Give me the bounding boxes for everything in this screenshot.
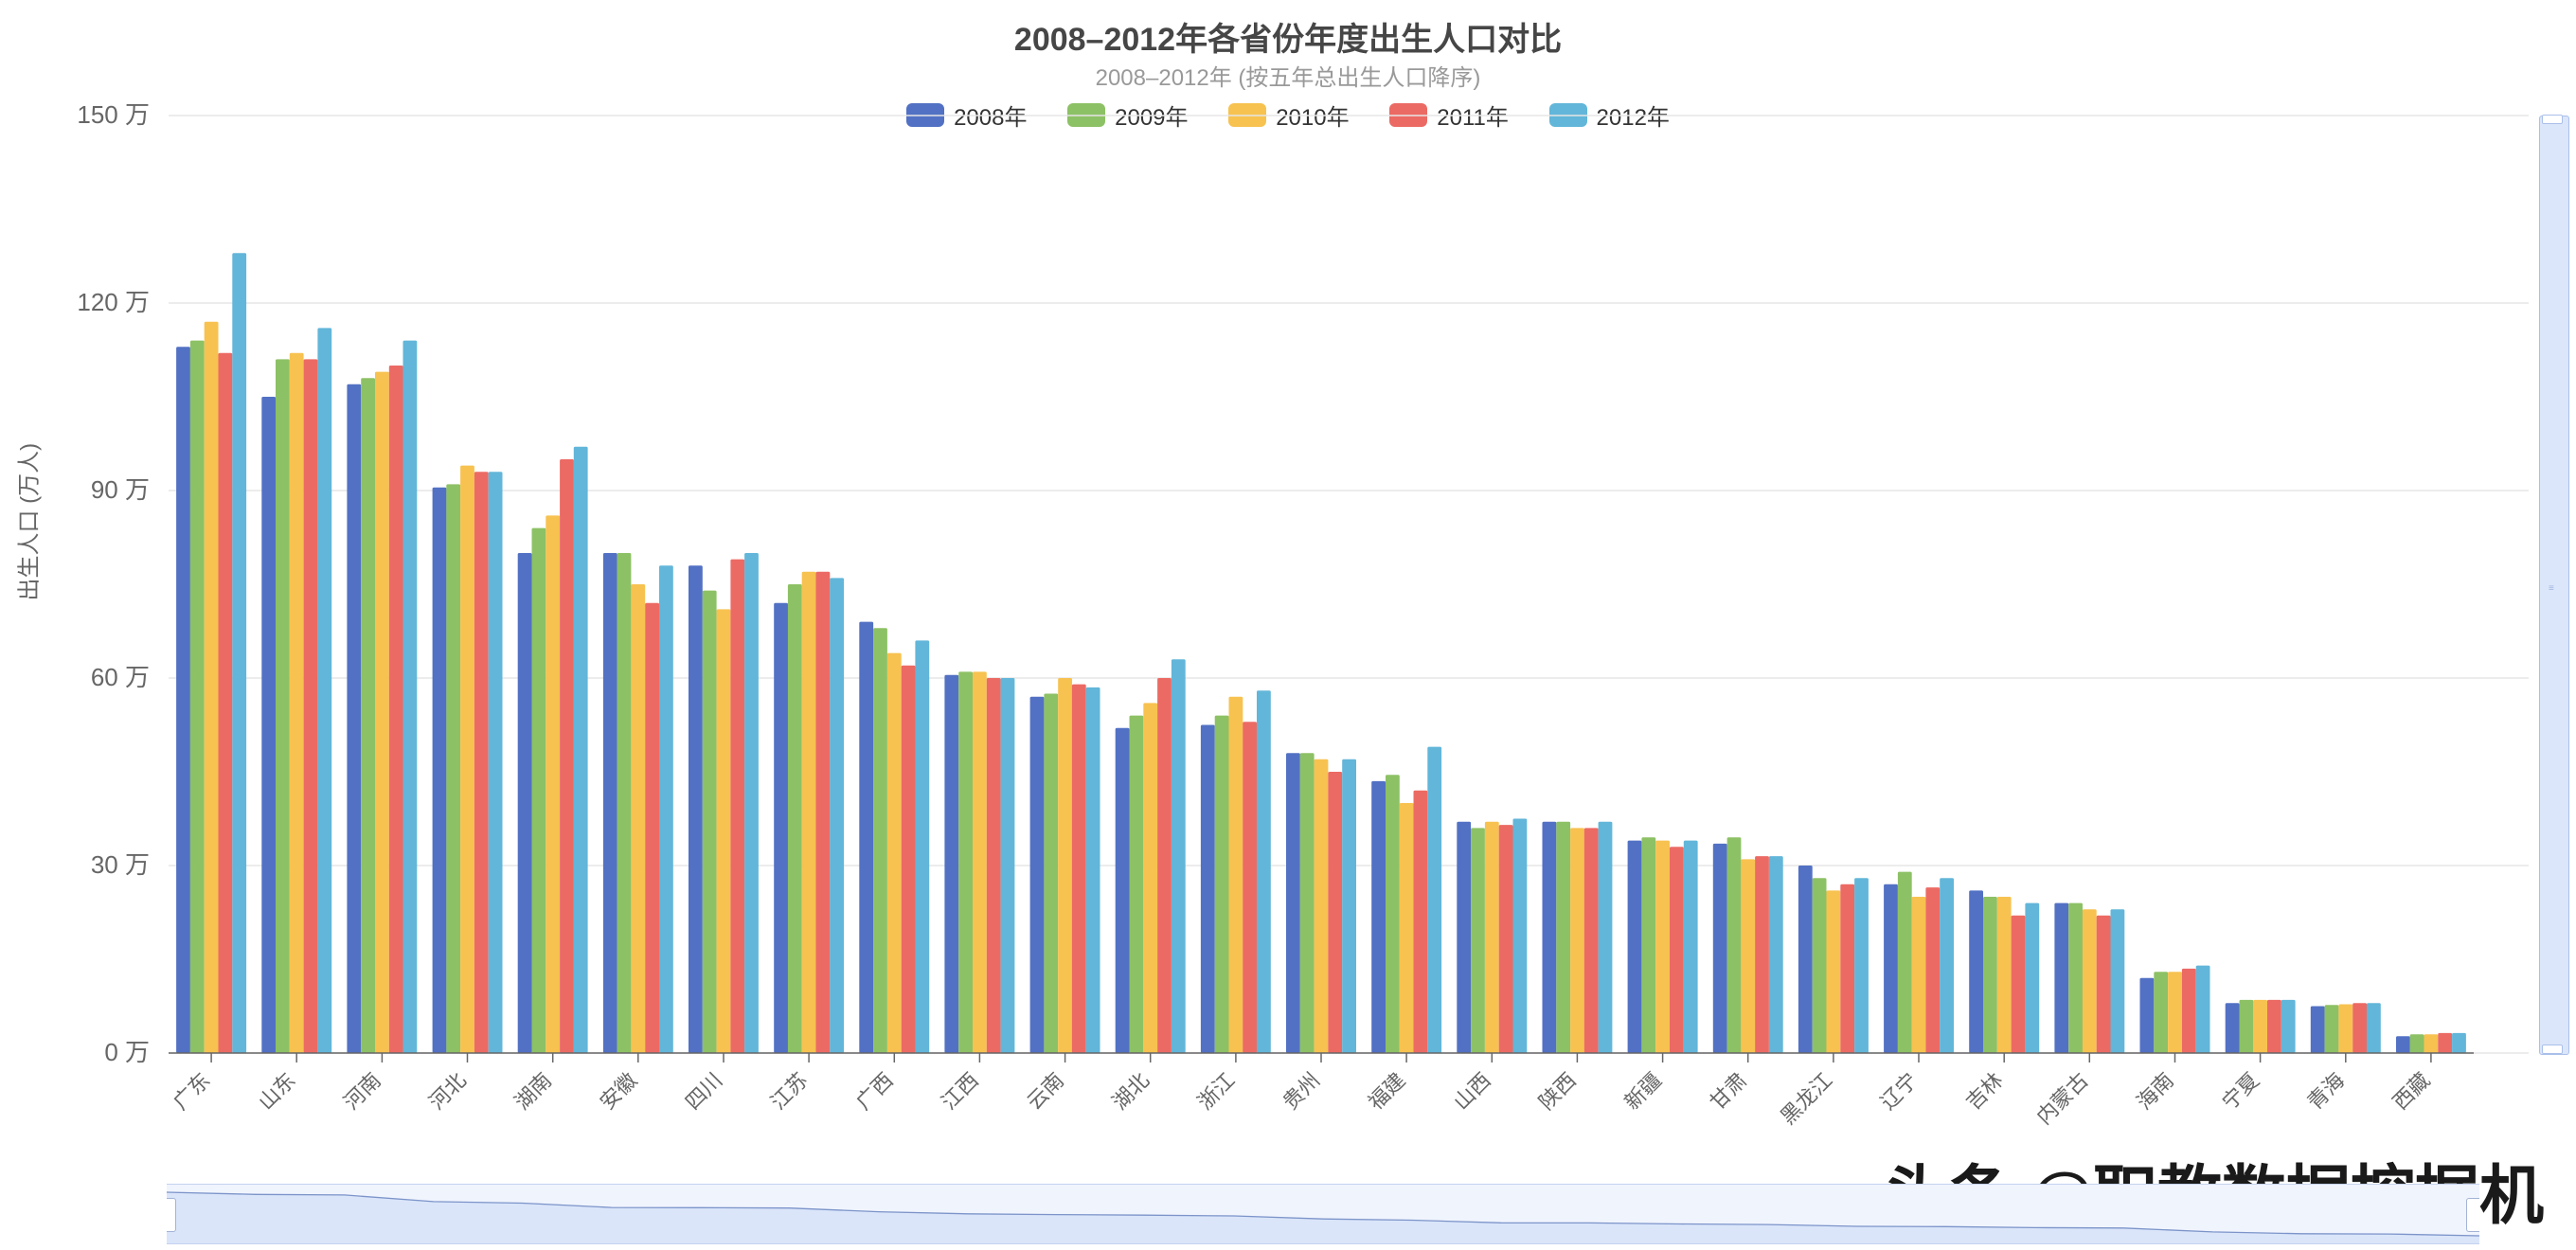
svg-text:贵州: 贵州: [1279, 1068, 1325, 1115]
svg-text:海南: 海南: [2132, 1068, 2178, 1115]
svg-text:河北: 河北: [424, 1068, 471, 1115]
svg-text:30 万: 30 万: [91, 850, 150, 879]
svg-text:湖南: 湖南: [510, 1068, 556, 1115]
svg-text:新疆: 新疆: [1619, 1068, 1666, 1115]
svg-text:辽宁: 辽宁: [1876, 1068, 1923, 1115]
svg-text:内蒙古: 内蒙古: [2031, 1068, 2092, 1129]
svg-text:青海: 青海: [2303, 1068, 2350, 1115]
svg-text:安徽: 安徽: [596, 1068, 642, 1115]
svg-text:0 万: 0 万: [104, 1038, 150, 1066]
svg-text:吉林: 吉林: [1961, 1068, 2008, 1115]
svg-text:浙江: 浙江: [1193, 1068, 1240, 1115]
svg-text:湖北: 湖北: [1107, 1068, 1154, 1115]
svg-text:江苏: 江苏: [766, 1068, 813, 1115]
svg-text:宁夏: 宁夏: [2217, 1068, 2263, 1115]
svg-text:120 万: 120 万: [77, 288, 150, 316]
svg-text:山东: 山东: [254, 1068, 300, 1115]
svg-text:黑龙江: 黑龙江: [1776, 1068, 1836, 1129]
svg-text:河南: 河南: [339, 1068, 385, 1115]
svg-text:江西: 江西: [937, 1068, 983, 1115]
svg-text:60 万: 60 万: [91, 663, 150, 691]
svg-text:四川: 四川: [681, 1068, 727, 1115]
svg-text:90 万: 90 万: [91, 475, 150, 504]
svg-text:广西: 广西: [851, 1068, 898, 1115]
svg-text:广东: 广东: [169, 1068, 215, 1115]
svg-text:山西: 山西: [1449, 1068, 1495, 1115]
svg-text:福建: 福建: [1364, 1068, 1410, 1115]
svg-text:150 万: 150 万: [77, 100, 150, 129]
svg-text:甘肃: 甘肃: [1705, 1068, 1751, 1115]
svg-text:西藏: 西藏: [2388, 1068, 2435, 1115]
svg-text:陕西: 陕西: [1534, 1068, 1581, 1115]
svg-text:云南: 云南: [1022, 1068, 1068, 1115]
